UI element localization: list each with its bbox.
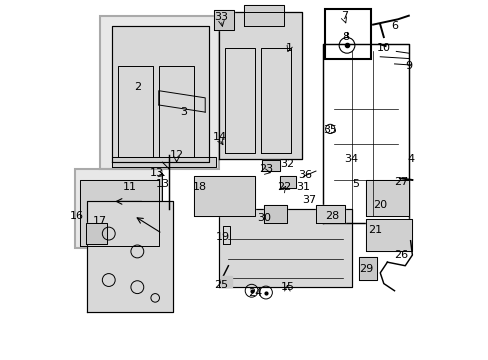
- Polygon shape: [358, 257, 376, 280]
- Text: 4: 4: [406, 154, 413, 163]
- Polygon shape: [194, 176, 255, 216]
- Text: 9: 9: [405, 61, 411, 71]
- Bar: [324, 9, 370, 59]
- Text: 36: 36: [298, 170, 312, 180]
- Polygon shape: [87, 202, 173, 312]
- Text: 12: 12: [169, 150, 183, 160]
- Text: 8: 8: [342, 32, 349, 42]
- Text: 20: 20: [372, 200, 386, 210]
- Text: 28: 28: [324, 211, 339, 221]
- Text: 16: 16: [69, 211, 83, 221]
- Text: 11: 11: [123, 182, 137, 192]
- Text: 19: 19: [216, 232, 230, 242]
- Polygon shape: [112, 26, 208, 162]
- Text: 34: 34: [344, 154, 358, 163]
- Text: 24: 24: [247, 288, 262, 297]
- Text: 7: 7: [340, 11, 347, 21]
- Text: 27: 27: [394, 177, 408, 187]
- Bar: [75, 169, 162, 248]
- Polygon shape: [280, 176, 296, 188]
- Text: 15: 15: [280, 282, 294, 292]
- Polygon shape: [262, 160, 280, 171]
- Text: 14: 14: [212, 132, 226, 142]
- Text: 22: 22: [276, 182, 290, 192]
- Polygon shape: [315, 205, 344, 223]
- Text: 13: 13: [155, 179, 169, 189]
- Polygon shape: [221, 276, 231, 287]
- Text: 29: 29: [358, 264, 372, 274]
- Polygon shape: [264, 205, 287, 223]
- Text: 23: 23: [258, 164, 272, 174]
- Text: 18: 18: [192, 182, 206, 192]
- Text: 5: 5: [351, 179, 358, 189]
- Text: 10: 10: [376, 43, 390, 53]
- Text: 17: 17: [93, 216, 107, 226]
- Polygon shape: [214, 10, 233, 30]
- Text: 6: 6: [390, 21, 397, 31]
- Polygon shape: [80, 180, 159, 246]
- Bar: [75, 169, 162, 248]
- Polygon shape: [365, 219, 411, 251]
- Text: 21: 21: [367, 225, 381, 235]
- Bar: [100, 16, 219, 169]
- Text: 30: 30: [257, 212, 270, 222]
- Text: 35: 35: [323, 125, 337, 135]
- Polygon shape: [365, 180, 408, 216]
- Polygon shape: [219, 12, 301, 158]
- Text: 31: 31: [296, 182, 310, 192]
- Text: 2: 2: [134, 82, 141, 92]
- Text: 33: 33: [214, 13, 228, 22]
- Bar: [100, 16, 219, 169]
- Text: 25: 25: [214, 280, 228, 291]
- Text: 26: 26: [394, 250, 408, 260]
- Text: 3: 3: [180, 107, 187, 117]
- Polygon shape: [85, 223, 107, 244]
- Text: 13: 13: [150, 168, 163, 178]
- Polygon shape: [112, 157, 216, 167]
- Text: 37: 37: [301, 195, 315, 204]
- Text: 32: 32: [280, 159, 294, 169]
- Text: 1: 1: [285, 43, 292, 53]
- Polygon shape: [219, 208, 351, 287]
- Polygon shape: [244, 5, 283, 26]
